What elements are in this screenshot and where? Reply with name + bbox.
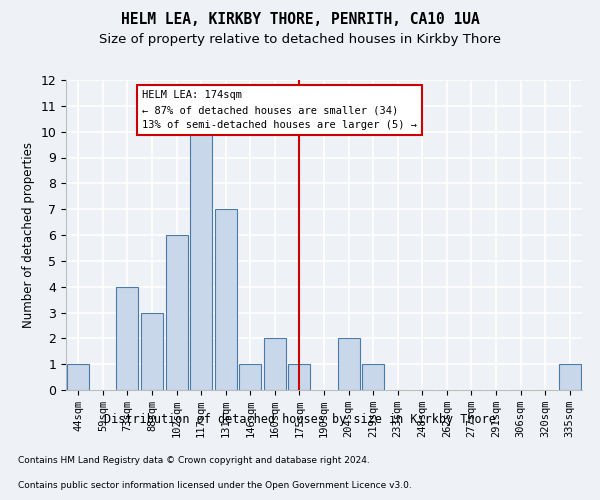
Text: Distribution of detached houses by size in Kirkby Thore: Distribution of detached houses by size …	[104, 412, 496, 426]
Bar	[264, 338, 286, 390]
Text: Contains public sector information licensed under the Open Government Licence v3: Contains public sector information licen…	[18, 481, 412, 490]
Bar	[559, 364, 581, 390]
Bar	[338, 338, 359, 390]
Bar	[190, 132, 212, 390]
Bar	[116, 286, 139, 390]
Text: HELM LEA, KIRKBY THORE, PENRITH, CA10 1UA: HELM LEA, KIRKBY THORE, PENRITH, CA10 1U…	[121, 12, 479, 28]
Bar	[166, 235, 188, 390]
Bar	[362, 364, 384, 390]
Text: Contains HM Land Registry data © Crown copyright and database right 2024.: Contains HM Land Registry data © Crown c…	[18, 456, 370, 465]
Bar	[239, 364, 262, 390]
Bar	[141, 312, 163, 390]
Text: HELM LEA: 174sqm
← 87% of detached houses are smaller (34)
13% of semi-detached : HELM LEA: 174sqm ← 87% of detached house…	[142, 90, 417, 130]
Text: Size of property relative to detached houses in Kirkby Thore: Size of property relative to detached ho…	[99, 32, 501, 46]
Y-axis label: Number of detached properties: Number of detached properties	[22, 142, 35, 328]
Bar	[289, 364, 310, 390]
Bar	[67, 364, 89, 390]
Bar	[215, 209, 237, 390]
